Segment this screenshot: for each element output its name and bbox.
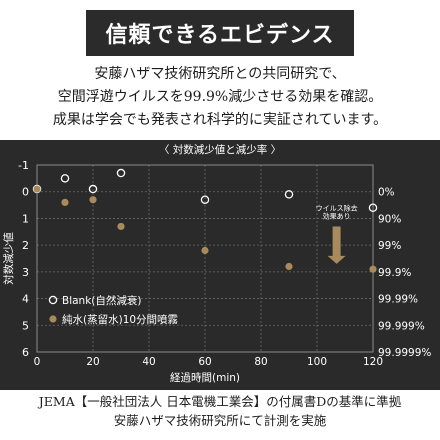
x-tick-label: 80 (254, 356, 267, 368)
footer-notes: JEMA【一般社団法人 日本電機工業会】の付属書Dの基準に準拠 安藤ハザマ技術研… (0, 392, 440, 430)
blank-data-point (116, 168, 126, 178)
footer-line-2: 安藤ハザマ技術研究所にて計測を実施 (113, 413, 327, 428)
intro-text: 安藤ハザマ技術研究所との共同研究で、 空間浮遊ウイルスを99.9%減少させる効果… (0, 63, 440, 132)
right-axis-label: 0% (378, 187, 395, 199)
chart-title: 〈 対数減少値と減少率 〉 (159, 143, 281, 156)
steam-data-point (369, 265, 377, 273)
x-axis-title: 経過時間(min) (170, 371, 240, 384)
x-tick-label: 0 (34, 356, 41, 368)
legend-marker-steam (49, 315, 57, 323)
blank-data-point (368, 203, 378, 212)
steam-data-point (33, 185, 41, 193)
title-banner: 信頼できるエビデンス (86, 10, 354, 56)
right-axis-label: 99.999% (378, 320, 425, 332)
right-axis-label: 99.9999% (378, 347, 431, 359)
y-tick-label: 2 (22, 239, 29, 252)
x-tick-label: 40 (142, 356, 155, 368)
legend-label-blank: Blank(自然減衰) (62, 294, 141, 307)
chart-panel (0, 140, 440, 390)
y-tick-label: 0 (22, 186, 29, 199)
right-axis-label: 90% (378, 213, 401, 225)
plot-frame (36, 164, 374, 353)
blank-data-point (200, 195, 210, 204)
x-tick-label: 60 (198, 356, 211, 368)
blank-data-point (88, 184, 98, 194)
steam-data-point (201, 246, 209, 255)
steam-data-point (61, 198, 69, 206)
x-tick-label: 20 (86, 356, 99, 368)
x-tick-label: 100 (307, 356, 327, 368)
steam-data-point (117, 222, 125, 231)
y-tick-label: 6 (22, 346, 29, 359)
steam-data-point (285, 262, 293, 271)
y-tick-label: -1 (18, 159, 29, 172)
y-tick-label: 3 (22, 266, 29, 279)
legend-marker-blank (48, 295, 58, 305)
annotation-text-1: ウイルス除去 (316, 203, 358, 212)
steam-data-point (89, 196, 97, 204)
intro-line-2: 空間浮遊ウイルスを99.9%減少させる効果を確認。 (57, 89, 383, 105)
x-tick-label: 120 (363, 356, 383, 368)
legend-label-steam: 純水(蒸留水)10分間噴霧 (62, 313, 179, 326)
blank-data-point (60, 174, 70, 183)
right-axis-label: 99.99% (378, 294, 418, 306)
right-axis-label: 99.9% (378, 267, 411, 279)
blank-data-point (284, 190, 294, 199)
page-title: 信頼できるエビデンス (105, 23, 335, 48)
intro-line-1: 安藤ハザマ技術研究所との共同研究で、 (94, 66, 346, 82)
right-axis-label: 99% (378, 240, 401, 252)
reduction-arrow-icon (327, 226, 346, 264)
footer-line-1: JEMA【一般社団法人 日本電機工業会】の付属書Dの基準に準拠 (38, 394, 402, 409)
y-tick-label: 5 (22, 319, 29, 332)
intro-line-3: 成果は学会でも発表され科学的に実証されています。 (52, 112, 388, 128)
y-tick-label: 1 (22, 212, 29, 225)
annotation-text-2: 効果あり (323, 211, 351, 220)
y-axis-title: 対数減少値 (2, 232, 15, 285)
y-tick-label: 4 (22, 293, 29, 306)
